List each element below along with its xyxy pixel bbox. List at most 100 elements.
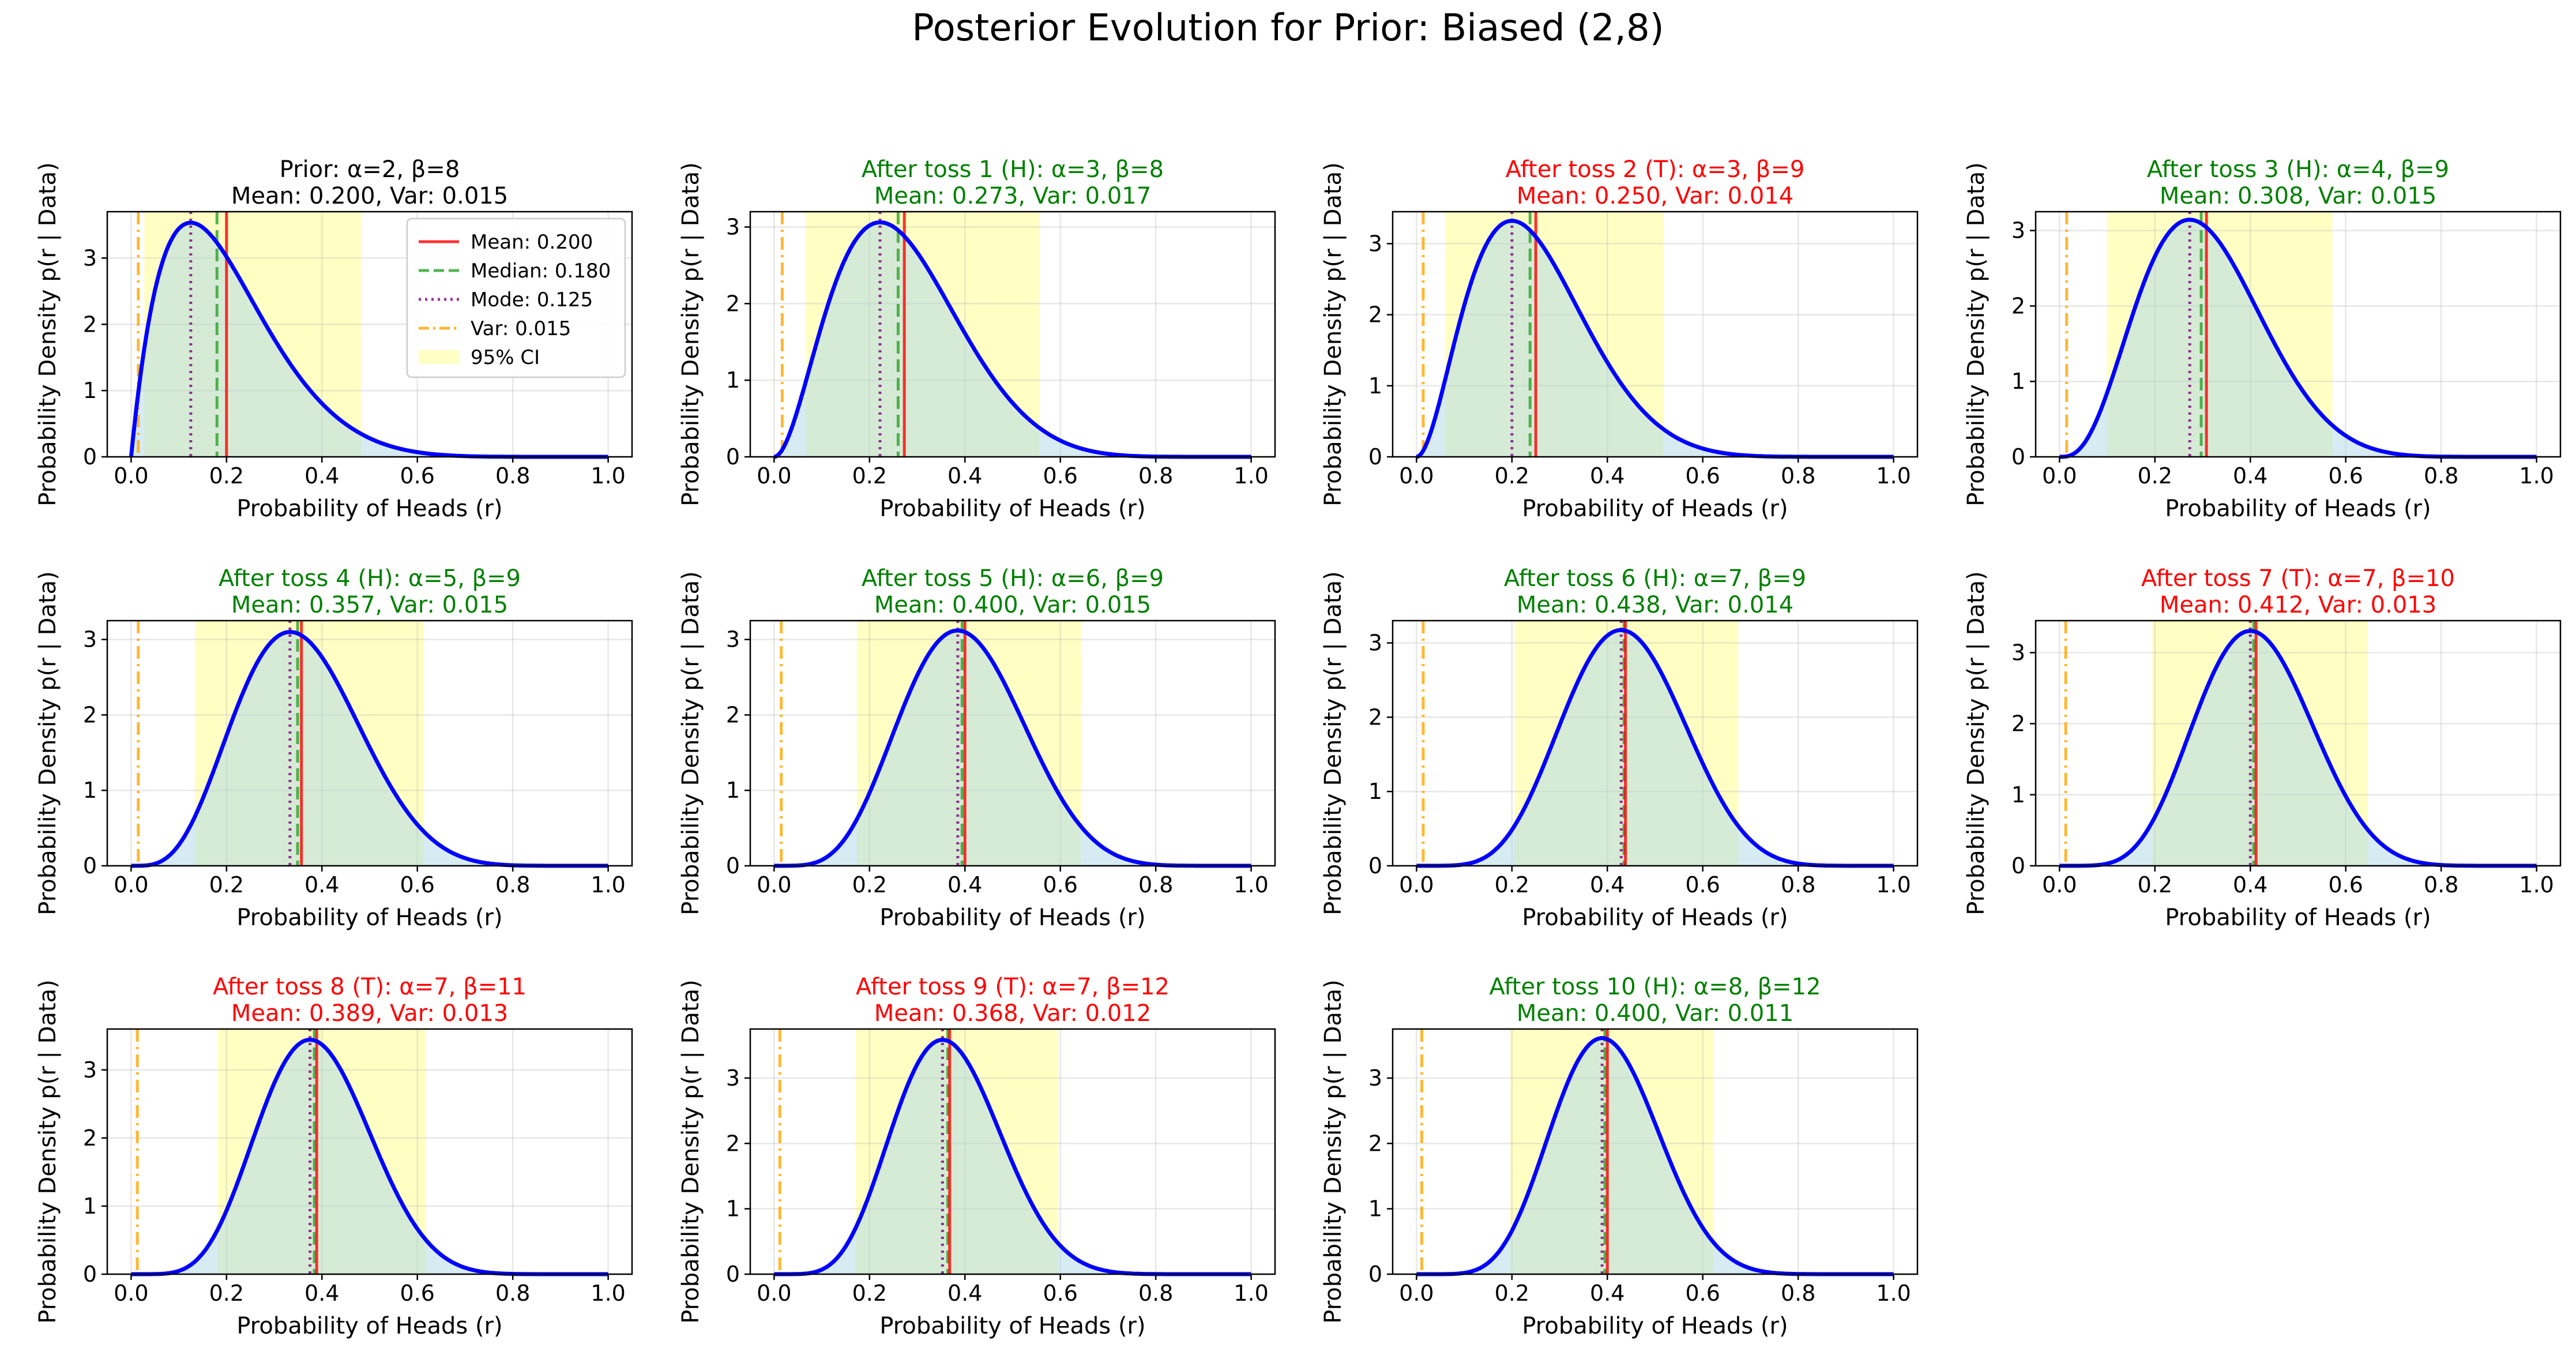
y-tick-label: 0 bbox=[1368, 444, 1382, 470]
y-axis-label: Probability Density p(r | Data) bbox=[1320, 571, 1347, 915]
y-axis-label: Probability Density p(r | Data) bbox=[1320, 979, 1347, 1323]
x-tick-label: 0.2 bbox=[1495, 463, 1529, 489]
axes-frame bbox=[106, 211, 633, 458]
x-axis-label: Probability of Heads (r) bbox=[2165, 904, 2431, 931]
x-tick-label: 0.2 bbox=[852, 463, 887, 489]
y-tick-label: 3 bbox=[2011, 640, 2025, 665]
x-axis-label: Probability of Heads (r) bbox=[2165, 495, 2431, 522]
legend-label-mode: Mode: 0.125 bbox=[471, 288, 593, 311]
x-tick-label: 0.4 bbox=[1590, 1281, 1624, 1306]
y-axis-label: Probability Density p(r | Data) bbox=[1963, 162, 1990, 506]
y-tick-label: 3 bbox=[2011, 218, 2025, 243]
x-tick-label: 0.4 bbox=[1590, 463, 1624, 489]
x-tick-label: 0.4 bbox=[2233, 872, 2267, 898]
x-tick-label: 0.8 bbox=[1781, 463, 1815, 489]
subplot-title-line2: Mean: 0.357, Var: 0.015 bbox=[231, 592, 508, 618]
x-tick-label: 0.8 bbox=[1138, 872, 1173, 898]
y-tick-label: 0 bbox=[1368, 1261, 1382, 1287]
x-tick-label: 0.0 bbox=[114, 872, 148, 898]
x-tick-label: 0.2 bbox=[852, 1281, 887, 1306]
x-tick-label: 1.0 bbox=[591, 872, 625, 898]
subplot-title-line2: Mean: 0.438, Var: 0.014 bbox=[1517, 592, 1793, 618]
subplot-3: 0.0 0.2 0.4 0.6 0.8 1.0 0 1 2 3 Probability of Hea… bbox=[1320, 156, 1919, 522]
x-tick-label: 1.0 bbox=[1234, 872, 1268, 898]
axes-frame bbox=[749, 211, 1276, 458]
y-axis-label: Probability Density p(r | Data) bbox=[35, 979, 61, 1323]
x-tick-label: 0.2 bbox=[209, 1281, 244, 1306]
x-tick-label: 0.8 bbox=[1138, 1281, 1173, 1306]
y-tick-label: 1 bbox=[2011, 369, 2025, 394]
axes-frame bbox=[749, 619, 1276, 867]
y-axis-label: Probability Density p(r | Data) bbox=[35, 571, 61, 915]
y-tick-label: 2 bbox=[2011, 293, 2025, 318]
y-tick-label: 0 bbox=[1368, 853, 1382, 878]
pdf-area bbox=[774, 1039, 1251, 1274]
subplot-title-line1: After toss 1 (H): α=3, β=8 bbox=[862, 156, 1164, 183]
pdf-area bbox=[2059, 219, 2537, 457]
subplot-title-line2: Mean: 0.273, Var: 0.017 bbox=[874, 183, 1151, 209]
subplot-2: 0.0 0.2 0.4 0.6 0.8 1.0 0 1 2 3 Probability of Hea… bbox=[678, 156, 1276, 522]
x-tick-label: 0.4 bbox=[304, 872, 339, 898]
x-tick-label: 0.8 bbox=[495, 463, 530, 489]
subplot-title-line1: After toss 9 (T): α=7, β=12 bbox=[856, 974, 1169, 1000]
subplot-1: 0.0 0.2 0.4 0.6 0.8 1.0 0 1 2 3 Probability of Hea… bbox=[35, 156, 633, 522]
x-tick-label: 1.0 bbox=[2519, 463, 2554, 489]
subplot-title-line1: After toss 6 (H): α=7, β=9 bbox=[1504, 565, 1806, 592]
x-tick-label: 0.6 bbox=[2329, 463, 2363, 489]
x-tick-label: 1.0 bbox=[591, 1281, 625, 1306]
x-tick-label: 0.0 bbox=[2042, 872, 2077, 898]
subplot-title-line1: After toss 5 (H): α=6, β=9 bbox=[862, 565, 1164, 592]
x-axis-label: Probability of Heads (r) bbox=[236, 495, 502, 522]
y-tick-label: 1 bbox=[2011, 782, 2025, 808]
y-tick-label: 1 bbox=[1368, 779, 1382, 804]
legend-label-median: Median: 0.180 bbox=[471, 260, 611, 283]
subplot-title-line2: Mean: 0.400, Var: 0.015 bbox=[874, 592, 1151, 618]
axes-frame bbox=[1392, 211, 1919, 458]
subplot-10: 0.0 0.2 0.4 0.6 0.8 1.0 0 1 2 3 Probability of Hea… bbox=[678, 974, 1276, 1339]
figure-title: Posterior Evolution for Prior: Biased (2… bbox=[912, 7, 1664, 50]
subplot-title-line1: After toss 4 (H): α=5, β=9 bbox=[219, 565, 521, 592]
x-tick-label: 0.6 bbox=[2329, 872, 2363, 898]
y-tick-label: 0 bbox=[726, 1261, 740, 1287]
legend-frame bbox=[406, 217, 626, 378]
y-axis-label: Probability Density p(r | Data) bbox=[35, 162, 61, 506]
pdf-area bbox=[131, 1039, 608, 1274]
axes-frame bbox=[106, 1028, 633, 1275]
y-tick-label: 2 bbox=[726, 291, 740, 316]
x-tick-label: 0.2 bbox=[2138, 872, 2172, 898]
subplot-5: 0.0 0.2 0.4 0.6 0.8 1.0 0 1 2 3 Probability of Hea… bbox=[35, 565, 633, 931]
x-tick-label: 0.6 bbox=[1686, 1281, 1720, 1306]
x-tick-label: 1.0 bbox=[1234, 463, 1268, 489]
subplot-6: 0.0 0.2 0.4 0.6 0.8 1.0 0 1 2 3 Probability of Hea… bbox=[678, 565, 1276, 931]
x-tick-label: 1.0 bbox=[1234, 1281, 1268, 1306]
x-tick-label: 0.6 bbox=[1043, 463, 1078, 489]
subplot-title-line1: Prior: α=2, β=8 bbox=[280, 156, 460, 183]
x-tick-label: 0.4 bbox=[304, 463, 339, 489]
x-tick-label: 1.0 bbox=[591, 463, 625, 489]
x-tick-label: 0.0 bbox=[757, 872, 791, 898]
x-tick-label: 0.0 bbox=[1399, 463, 1434, 489]
subplot-title-line2: Mean: 0.200, Var: 0.015 bbox=[231, 183, 508, 209]
x-tick-label: 0.8 bbox=[1138, 463, 1173, 489]
x-tick-label: 0.4 bbox=[947, 872, 982, 898]
pdf-area bbox=[774, 630, 1251, 866]
x-tick-label: 0.2 bbox=[1495, 872, 1529, 898]
x-tick-label: 0.2 bbox=[209, 463, 244, 489]
y-tick-label: 1 bbox=[1368, 373, 1382, 399]
x-tick-label: 0.6 bbox=[400, 463, 435, 489]
y-tick-label: 2 bbox=[726, 702, 740, 727]
y-tick-label: 2 bbox=[83, 702, 97, 727]
subplot-title-line2: Mean: 0.412, Var: 0.013 bbox=[2160, 592, 2436, 618]
x-axis-label: Probability of Heads (r) bbox=[1522, 495, 1788, 522]
x-tick-label: 0.2 bbox=[209, 872, 244, 898]
x-tick-label: 0.6 bbox=[400, 1281, 435, 1306]
y-tick-label: 0 bbox=[83, 1261, 97, 1287]
x-axis-label: Probability of Heads (r) bbox=[879, 495, 1145, 522]
subplot-title-line1: After toss 10 (H): α=8, β=12 bbox=[1489, 974, 1821, 1000]
x-tick-label: 1.0 bbox=[1876, 463, 1911, 489]
y-tick-label: 2 bbox=[1368, 1131, 1382, 1156]
subplot-title-line2: Mean: 0.389, Var: 0.013 bbox=[231, 1000, 508, 1027]
y-tick-label: 1 bbox=[83, 378, 97, 403]
x-tick-label: 0.8 bbox=[495, 872, 530, 898]
